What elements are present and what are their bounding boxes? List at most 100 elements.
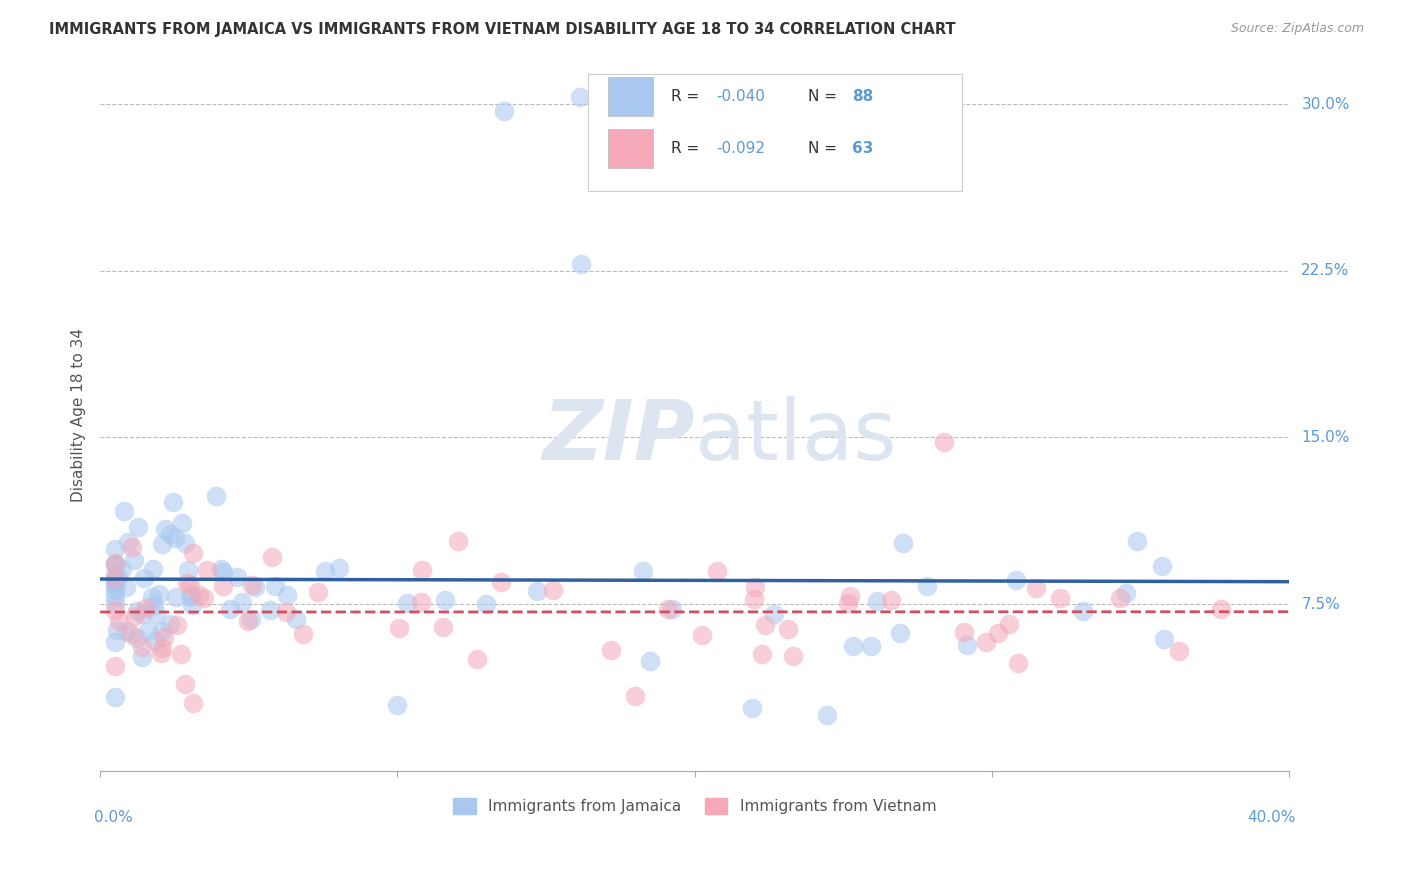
Point (240, 578, 263, 592)
Point (173, 677, 195, 691)
Point (388, 622, 411, 636)
Point (754, 617, 776, 632)
Text: atlas: atlas (695, 396, 897, 477)
Point (153, 631, 176, 645)
Point (307, 585, 329, 599)
Text: 22.5%: 22.5% (1302, 263, 1350, 278)
Text: -0.040: -0.040 (716, 89, 765, 103)
Point (127, 520, 149, 534)
Point (1025, 581, 1047, 595)
Point (1211, 601, 1233, 615)
Point (491, 574, 513, 589)
Point (837, 596, 859, 610)
Point (262, 549, 284, 564)
Point (195, 563, 218, 577)
FancyBboxPatch shape (607, 128, 654, 168)
Point (143, 633, 166, 648)
Point (104, 568, 127, 582)
Point (893, 535, 915, 549)
Point (1115, 586, 1137, 600)
Point (328, 561, 350, 575)
Point (751, 647, 773, 661)
Point (124, 552, 146, 566)
Point (838, 589, 860, 603)
Point (314, 564, 336, 578)
Point (274, 605, 297, 619)
Point (291, 627, 314, 641)
Point (638, 654, 661, 668)
Point (1049, 591, 1071, 605)
Point (465, 652, 488, 666)
Point (104, 583, 127, 598)
Point (159, 526, 181, 541)
Point (150, 646, 173, 660)
Text: 0.0%: 0.0% (94, 810, 134, 825)
Point (159, 617, 181, 632)
Point (174, 536, 197, 550)
Point (131, 640, 153, 654)
Text: 15.0%: 15.0% (1302, 430, 1350, 445)
Point (541, 583, 564, 598)
Point (150, 624, 173, 638)
Point (145, 607, 167, 621)
Point (104, 589, 127, 603)
Point (284, 612, 307, 626)
Point (974, 635, 997, 649)
Point (526, 584, 548, 599)
Point (169, 647, 191, 661)
Point (104, 558, 127, 572)
Text: 63: 63 (852, 141, 873, 156)
Point (219, 602, 242, 616)
Point (179, 590, 201, 604)
Point (624, 689, 647, 703)
Text: ZIP: ZIP (543, 396, 695, 477)
Point (136, 624, 159, 638)
Point (121, 540, 143, 554)
Point (569, 90, 592, 104)
Point (434, 593, 457, 607)
Point (782, 648, 804, 663)
Point (104, 635, 127, 649)
Point (104, 574, 127, 589)
Point (212, 579, 235, 593)
Point (264, 579, 287, 593)
Point (815, 708, 838, 723)
Point (104, 541, 127, 556)
Point (131, 650, 153, 665)
Point (142, 562, 165, 576)
Point (276, 588, 298, 602)
Point (125, 605, 148, 619)
Point (163, 531, 186, 545)
Point (1007, 656, 1029, 670)
Point (176, 576, 198, 591)
Point (385, 698, 408, 713)
Point (987, 626, 1010, 640)
Text: 40.0%: 40.0% (1247, 810, 1295, 825)
Text: Source: ZipAtlas.com: Source: ZipAtlas.com (1230, 22, 1364, 36)
Point (179, 578, 201, 592)
Point (105, 624, 128, 638)
Point (172, 516, 194, 530)
Point (1005, 574, 1028, 588)
Point (1150, 559, 1173, 574)
Point (661, 601, 683, 615)
Point (396, 596, 419, 610)
Text: R =: R = (671, 141, 704, 156)
Point (104, 556, 127, 570)
Point (143, 599, 166, 613)
Point (211, 562, 233, 576)
Point (569, 257, 592, 271)
Point (104, 571, 127, 585)
Point (104, 574, 127, 588)
Point (917, 579, 939, 593)
Point (104, 558, 127, 572)
Point (205, 489, 228, 503)
Point (1071, 604, 1094, 618)
Point (112, 504, 135, 518)
Text: N =: N = (808, 141, 842, 156)
Point (104, 578, 127, 592)
Point (860, 639, 883, 653)
Point (176, 563, 198, 577)
Point (132, 571, 155, 585)
Point (181, 696, 204, 710)
